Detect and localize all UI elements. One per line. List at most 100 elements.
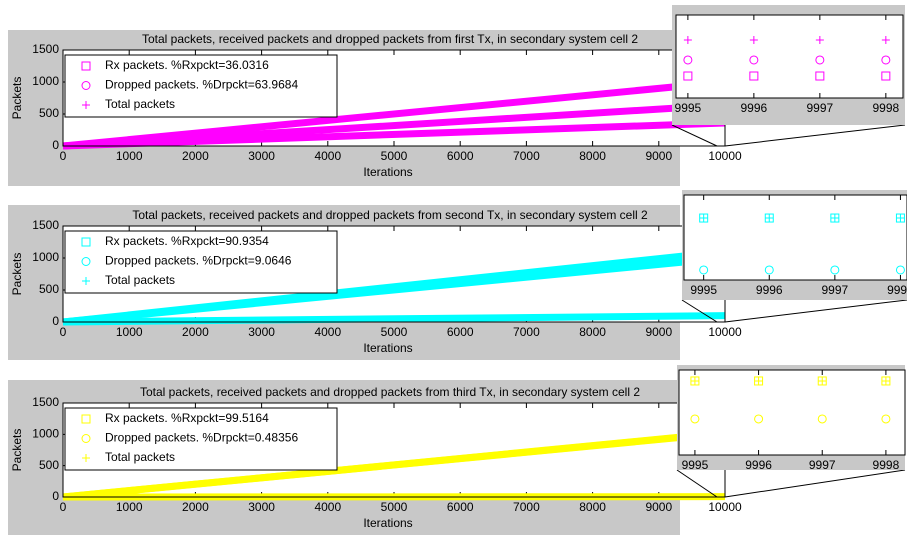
data-point	[896, 214, 905, 223]
data-point	[699, 265, 709, 275]
axes-box	[683, 194, 907, 281]
legend-marker	[81, 81, 91, 90]
x-axis-label: Iterations	[363, 341, 412, 355]
data-point	[765, 214, 774, 223]
y-tick-label: 0	[52, 314, 59, 328]
x-tick-label: 9995	[675, 101, 702, 115]
x-tick-label: 9000	[645, 500, 672, 514]
x-axis-label: Iterations	[363, 165, 412, 179]
y-tick-label: 500	[39, 458, 59, 472]
y-tick-label: 0	[52, 489, 59, 503]
x-tick-label: 9998	[887, 283, 907, 297]
x-tick-label: 9996	[741, 101, 768, 115]
axes-background	[679, 370, 905, 455]
x-tick-label: 10000	[708, 500, 742, 514]
x-tick-label: 0	[60, 500, 67, 514]
x-tick-label: 3000	[248, 149, 275, 163]
data-point	[749, 35, 758, 44]
x-tick-label: 6000	[447, 325, 474, 339]
x-tick-label: 8000	[579, 500, 606, 514]
y-tick-label: 1000	[32, 74, 59, 88]
x-tick-label: 10000	[708, 325, 742, 339]
zoom-link	[724, 469, 906, 498]
x-tick-label: 5000	[381, 500, 408, 514]
x-tick-label: 7000	[513, 149, 540, 163]
legend-label: Rx packets. %Rxpckt=36.0316	[105, 58, 269, 72]
x-tick-label: 9995	[682, 458, 709, 472]
legend-marker	[82, 277, 90, 285]
axes-background	[676, 15, 903, 98]
legend-label: Rx packets. %Rxpckt=99.5164	[105, 411, 269, 425]
data-point	[881, 376, 890, 385]
chart-title: Total packets, received packets and drop…	[140, 385, 640, 399]
zoom-link	[676, 469, 718, 498]
x-tick-label: 2000	[182, 149, 209, 163]
x-axis-label: Iterations	[363, 516, 412, 530]
x-tick-label: 2000	[182, 325, 209, 339]
x-tick-label: 9000	[645, 149, 672, 163]
legend-marker	[81, 257, 91, 266]
data-point	[815, 71, 825, 81]
x-tick-label: 3000	[248, 325, 275, 339]
legend-label: Rx packets. %Rxpckt=90.9354	[105, 234, 269, 248]
x-tick-label: 3000	[248, 500, 275, 514]
data-point	[830, 214, 839, 223]
data-point	[683, 71, 693, 81]
data-point	[830, 265, 840, 275]
legend-marker	[82, 101, 90, 109]
x-tick-label: 5000	[381, 149, 408, 163]
y-tick-label: 0	[52, 138, 59, 152]
legend	[64, 230, 338, 294]
x-tick-label: 9997	[807, 101, 834, 115]
y-tick-label: 1500	[32, 395, 59, 409]
data-point	[754, 414, 764, 424]
x-tick-label: 7000	[513, 500, 540, 514]
x-tick-label: 1000	[116, 325, 143, 339]
x-tick-label: 6000	[447, 500, 474, 514]
chart-title: Total packets, received packets and drop…	[132, 208, 648, 222]
legend-label: Dropped packets. %Drpckt=0.48356	[105, 431, 298, 445]
x-tick-label: 1000	[116, 149, 143, 163]
x-tick-label: 9996	[745, 458, 772, 472]
data-point	[690, 414, 700, 424]
legend-marker	[81, 237, 91, 247]
legend-label: Total packets	[105, 97, 175, 111]
legend-marker	[81, 61, 91, 71]
x-tick-label: 9000	[645, 325, 672, 339]
x-tick-label: 9998	[872, 101, 899, 115]
x-tick-label: 8000	[579, 149, 606, 163]
data-point	[699, 214, 708, 223]
y-tick-label: 1000	[32, 250, 59, 264]
zoom-link	[724, 299, 907, 323]
zoom-link	[681, 299, 718, 323]
legend-marker	[82, 454, 90, 462]
data-point	[817, 414, 827, 424]
x-tick-label: 5000	[381, 325, 408, 339]
x-tick-label: 10000	[708, 149, 742, 163]
x-tick-label: 4000	[314, 500, 341, 514]
data-point	[749, 71, 759, 81]
series-line	[62, 312, 726, 326]
data-point	[881, 35, 890, 44]
legend-label: Dropped packets. %Drpckt=9.0646	[105, 254, 292, 268]
x-tick-label: 8000	[579, 325, 606, 339]
x-tick-label: 4000	[314, 325, 341, 339]
data-point	[690, 376, 699, 385]
y-tick-label: 1000	[32, 427, 59, 441]
legend-label: Total packets	[105, 273, 175, 287]
series-line	[62, 101, 726, 150]
legend-marker	[81, 414, 91, 424]
x-tick-label: 2000	[182, 500, 209, 514]
axes-background	[684, 195, 907, 280]
x-tick-label: 1000	[116, 500, 143, 514]
data-point	[881, 414, 891, 424]
series-line	[62, 429, 726, 501]
x-tick-label: 0	[60, 325, 67, 339]
data-point	[764, 265, 774, 275]
x-tick-label: 4000	[314, 149, 341, 163]
data-point	[754, 376, 763, 385]
x-tick-label: 6000	[447, 149, 474, 163]
y-tick-label: 500	[39, 106, 59, 120]
x-tick-label: 9997	[809, 458, 836, 472]
data-point	[818, 376, 827, 385]
